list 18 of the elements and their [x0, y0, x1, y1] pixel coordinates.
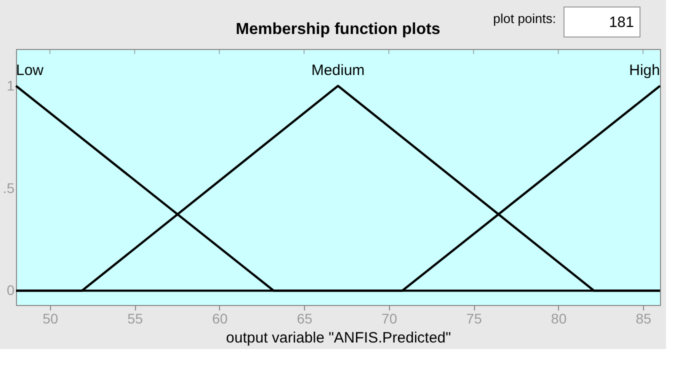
x-tick-label: 85 [636, 310, 652, 326]
chart-title: Membership function plots [236, 21, 440, 38]
x-tick-label: 55 [127, 310, 144, 326]
x-tick-label: 65 [296, 310, 313, 326]
x-tick-label: 60 [212, 310, 228, 326]
x-tick-label: 70 [382, 310, 398, 326]
series-label: Low [16, 62, 44, 79]
x-axis-title: output variable "ANFIS.Predicted" [226, 330, 451, 346]
series-label: High [629, 62, 660, 79]
x-tick-label: 75 [466, 310, 482, 326]
series-label: Medium [311, 62, 365, 79]
y-tick-label: 0 [6, 282, 15, 298]
y-tick-label: .5 [2, 180, 15, 196]
x-tick-label: 50 [42, 310, 58, 326]
y-tick-label: 1 [6, 77, 15, 94]
text: plot points: [493, 11, 556, 26]
x-tick-label: 80 [551, 310, 567, 326]
text: 181 [608, 14, 634, 31]
